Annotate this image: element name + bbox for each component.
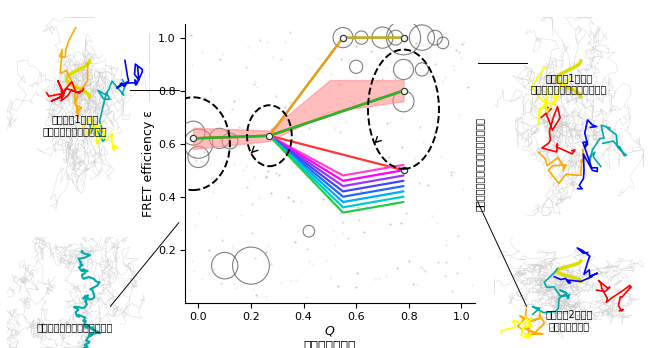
X-axis label: $Q$
構造の形成割合: $Q$ 構造の形成割合 — [304, 324, 356, 348]
Y-axis label: ドナー・アクセプター間距離の近さ: ドナー・アクセプター間距離の近さ — [475, 117, 485, 211]
Text: 広がったアンフォールド状態: 広がったアンフォールド状態 — [36, 322, 113, 332]
Text: ヘアピン2の形成
フォールド完了: ヘアピン2の形成 フォールド完了 — [545, 309, 592, 331]
Y-axis label: FRET efficiency ε: FRET efficiency ε — [142, 110, 155, 217]
Text: ヘアピン1の形成
疎水性コアは形成されず: ヘアピン1の形成 疎水性コアは形成されず — [42, 114, 107, 136]
Text: ヘアピン1の形成
疎水性コアが一部形成される: ヘアピン1の形成 疎水性コアが一部形成される — [530, 73, 607, 94]
